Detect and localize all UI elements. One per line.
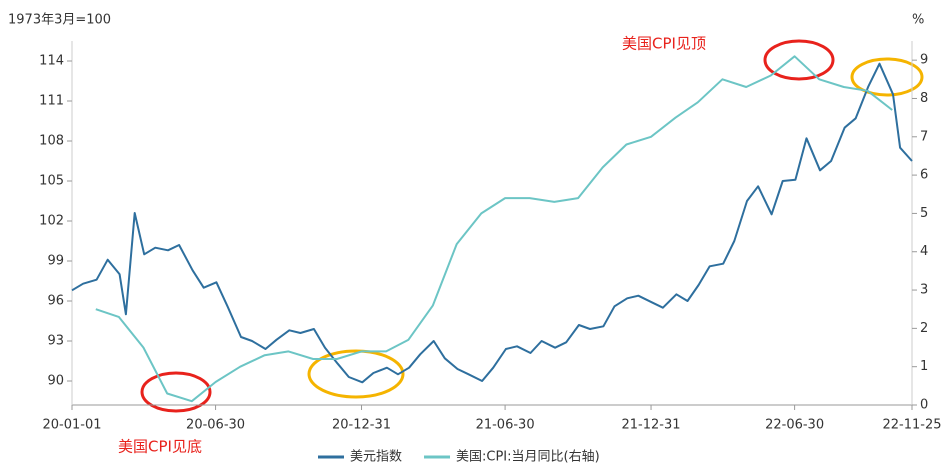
legend-label: 美元指数 — [350, 450, 402, 464]
y-tick-label: 108 — [39, 134, 64, 149]
y-tick-label: 90 — [47, 374, 64, 389]
y2-tick-label: 8 — [920, 91, 928, 106]
y2-tick-label: 1 — [920, 359, 928, 374]
x-tick-label: 21-12-31 — [622, 418, 681, 433]
y-tick-label: 111 — [39, 94, 64, 109]
legend-label: 美国:CPI:当月同比(右轴) — [456, 450, 600, 464]
y2-tick-label: 2 — [920, 321, 928, 336]
y-tick-label: 99 — [47, 254, 64, 269]
y-tick-label: 105 — [39, 174, 64, 189]
y2-tick-label: 5 — [920, 206, 928, 221]
y-tick-label: 102 — [39, 214, 64, 229]
highlight-ellipse — [763, 39, 835, 81]
annotation: 美国CPI见底 — [118, 438, 202, 456]
x-tick-label: 22-11-25 — [882, 418, 941, 433]
y2-axis-label: % — [912, 13, 924, 28]
series-line — [71, 62, 913, 384]
y2-tick-label: 9 — [920, 53, 928, 68]
y2-tick-label: 0 — [920, 398, 928, 413]
x-tick-label: 22-06-30 — [765, 418, 824, 433]
highlight-ellipse — [140, 371, 212, 413]
y-tick-label: 96 — [47, 294, 64, 309]
annotation: 美国CPI见顶 — [622, 35, 706, 53]
highlights — [140, 39, 924, 413]
x-tick-label: 20-01-01 — [42, 418, 101, 433]
y-tick-label: 93 — [47, 334, 64, 349]
highlight-ellipse — [307, 349, 405, 399]
series-line — [95, 55, 893, 403]
y2-tick-label: 3 — [920, 283, 928, 298]
y2-tick-label: 7 — [920, 129, 928, 144]
y-axis-label: 1973年3月=100 — [8, 13, 111, 28]
y2-tick-label: 6 — [920, 168, 928, 183]
highlight-ellipse — [850, 57, 924, 97]
y2-tick-label: 4 — [920, 244, 928, 259]
y-tick-label: 114 — [39, 54, 64, 69]
x-tick-label: 21-06-30 — [476, 418, 535, 433]
x-tick-label: 20-06-30 — [186, 418, 245, 433]
x-tick-label: 20-12-31 — [332, 418, 391, 433]
